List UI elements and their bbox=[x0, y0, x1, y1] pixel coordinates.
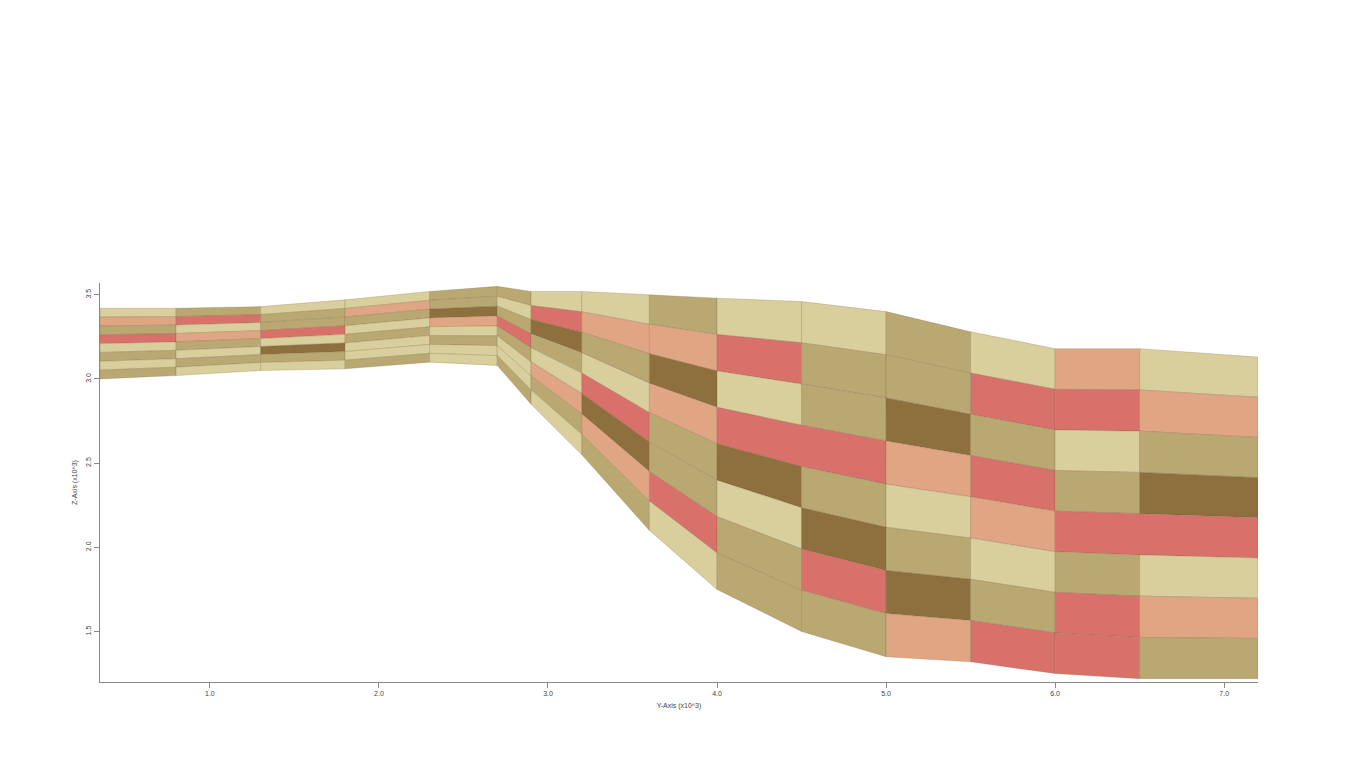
svg-text:3.0: 3.0 bbox=[543, 690, 553, 697]
svg-text:5.0: 5.0 bbox=[881, 690, 891, 697]
svg-text:6.0: 6.0 bbox=[1050, 690, 1060, 697]
svg-text:3.5: 3.5 bbox=[85, 289, 92, 299]
svg-text:1.0: 1.0 bbox=[205, 690, 215, 697]
svg-text:2.0: 2.0 bbox=[374, 690, 384, 697]
svg-text:1.5: 1.5 bbox=[85, 625, 92, 635]
svg-text:3.0: 3.0 bbox=[85, 373, 92, 383]
svg-text:7.0: 7.0 bbox=[1219, 690, 1229, 697]
svg-text:2.5: 2.5 bbox=[85, 457, 92, 467]
svg-text:Z-Axis (x10^3): Z-Axis (x10^3) bbox=[71, 460, 79, 505]
svg-text:4.0: 4.0 bbox=[712, 690, 722, 697]
svg-text:2.0: 2.0 bbox=[85, 541, 92, 551]
svg-text:Y-Axis (x10^3): Y-Axis (x10^3) bbox=[657, 702, 702, 710]
